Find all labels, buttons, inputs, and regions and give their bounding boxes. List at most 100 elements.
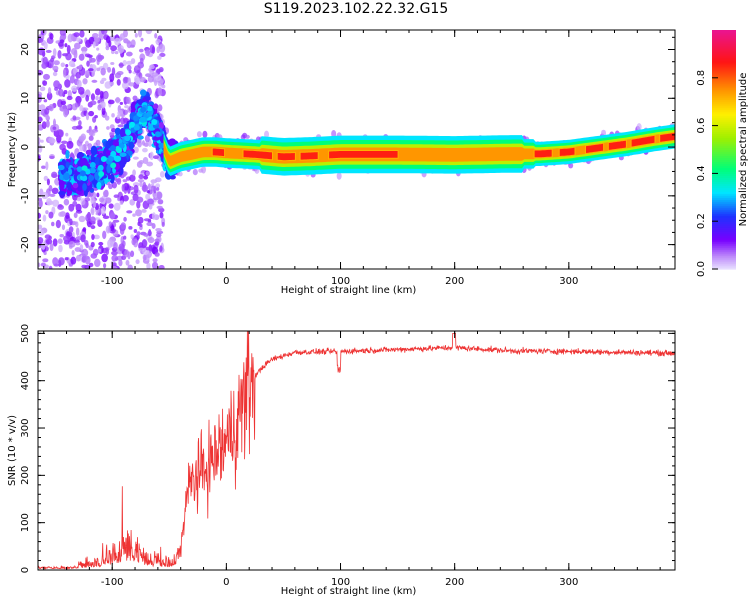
spectrum-noise-cell [66, 44, 71, 54]
colorbar-swatch [712, 49, 736, 53]
spectrum-noise-cell [52, 118, 56, 128]
spectrum-noise-cell [148, 203, 153, 210]
colorbar-swatch [712, 109, 736, 113]
colorbar-swatch [712, 75, 736, 79]
colorbar-swatch [712, 69, 736, 73]
spectrum-noise-cell [92, 41, 96, 49]
colorbar-swatch [712, 217, 736, 220]
spectrum-noise-cell [153, 78, 158, 86]
spectrum-noise-cell [105, 247, 110, 256]
colorbar-swatch [712, 105, 736, 109]
colorbar-swatch [712, 233, 736, 236]
spectrum-noise-cell [133, 229, 138, 234]
colorbar-swatch [712, 59, 736, 63]
spectrum-cell [119, 127, 126, 138]
spectrum-noise-cell [51, 187, 59, 195]
spectrum-noise-cell [74, 102, 78, 108]
spectrum-cell [146, 110, 153, 117]
spectrum-noise-cell [143, 218, 151, 222]
colorbar-swatch [712, 47, 736, 51]
spectrum-noise-cell [46, 178, 50, 186]
spectrum-noise-cell [125, 96, 131, 105]
spectrum-noise-cell [149, 151, 154, 161]
spectrum-noise-cell [93, 36, 101, 43]
spectrum-noise-cell [139, 223, 143, 228]
spectrum-noise-cell [88, 129, 94, 137]
spectrum-halo-cell [201, 165, 207, 174]
spectrum-noise-cell [122, 179, 128, 183]
spectrum-noise-cell [76, 79, 82, 89]
spectrum-noise-cell [116, 78, 121, 86]
snr-ytick-label: 300 [20, 418, 31, 437]
spectrum-noise-cell [121, 81, 129, 90]
spectrum-noise-cell [69, 218, 73, 226]
spectrum-noise-cell [96, 67, 101, 72]
spectrum-cell [65, 161, 70, 169]
spectrum-noise-cell [161, 221, 165, 227]
spectrum-noise-cell [105, 35, 111, 44]
spectrum-noise-cell [96, 192, 100, 198]
colorbar-swatch [712, 35, 736, 39]
spectrum-noise-cell [137, 30, 143, 38]
spectrum-noise-cell [49, 155, 55, 159]
spectrum-noise-cell [58, 257, 65, 266]
spectrum-noise-cell [76, 197, 81, 202]
spectrum-noise-cell [46, 92, 53, 101]
spectrum-noise-cell [129, 199, 136, 206]
spectrum-noise-cell [63, 89, 68, 95]
colorbar-swatch [712, 183, 736, 186]
spectrum-noise-cell [116, 114, 121, 120]
spectrum-cell [81, 165, 88, 172]
spectrum-noise-cell [65, 52, 72, 61]
colorbar-swatch [712, 121, 736, 125]
spectrum-noise-cell [141, 184, 149, 192]
colorbar-swatch [712, 211, 736, 214]
spectrum-noise-cell [77, 100, 81, 107]
spectrum-noise-cell [97, 248, 102, 253]
spectrum-noise-cell [60, 100, 66, 106]
spectrum-noise-cell [78, 135, 85, 142]
colorbar-swatch [712, 169, 736, 173]
spectrum-cell [133, 124, 140, 131]
spectrum-noise-cell [66, 95, 73, 101]
spectrum-noise-cell [64, 43, 68, 48]
spectrum-noise-cell [92, 248, 99, 256]
spectrum-noise-cell [95, 95, 99, 101]
spectrum-cell [76, 166, 83, 173]
spectrum-noise-cell [39, 86, 46, 92]
spectrum-cell [69, 156, 74, 166]
spectrum-noise-cell [114, 72, 122, 79]
spectrum-noise-cell [108, 221, 112, 227]
spectrum-noise-cell [127, 266, 133, 269]
spectrum-noise-cell [56, 83, 62, 89]
snr-ytick-label: 400 [20, 371, 31, 390]
spectrum-noise-cell [50, 138, 56, 144]
spectrum-noise-cell [102, 190, 109, 198]
spectrum-cell [109, 145, 116, 152]
spectrum-cell [146, 105, 153, 112]
colorbar-swatch [712, 137, 736, 141]
spectrum-halo-cell [196, 131, 202, 138]
colorbar-swatch [712, 127, 736, 131]
spectrum-noise-cell [135, 209, 142, 217]
spectrum-noise-cell [52, 126, 57, 130]
colorbar-swatch [712, 133, 736, 137]
spectrum-noise-cell [65, 212, 70, 219]
spectrum-noise-cell [128, 226, 133, 230]
spectrum-noise-cell [85, 39, 92, 48]
colorbar-swatch [712, 159, 736, 163]
colorbar-swatch [712, 141, 736, 145]
spectrum-noise-cell [48, 211, 54, 219]
spectrum-noise-cell [85, 213, 91, 222]
spectrum-noise-cell [133, 184, 139, 194]
spectrogram-ytick-label: 20 [20, 43, 31, 56]
spectrum-noise-cell [100, 67, 106, 76]
colorbar-swatch [712, 265, 736, 268]
colorbar-swatch [712, 225, 736, 228]
spectrum-noise-cell [41, 62, 48, 69]
spectrum-noise-cell [154, 33, 158, 39]
spectrum-noise-cell [155, 183, 161, 189]
spectrum-noise-cell [60, 62, 65, 68]
spectrum-noise-cell [132, 213, 136, 217]
spectrum-halo-cell [144, 134, 150, 143]
